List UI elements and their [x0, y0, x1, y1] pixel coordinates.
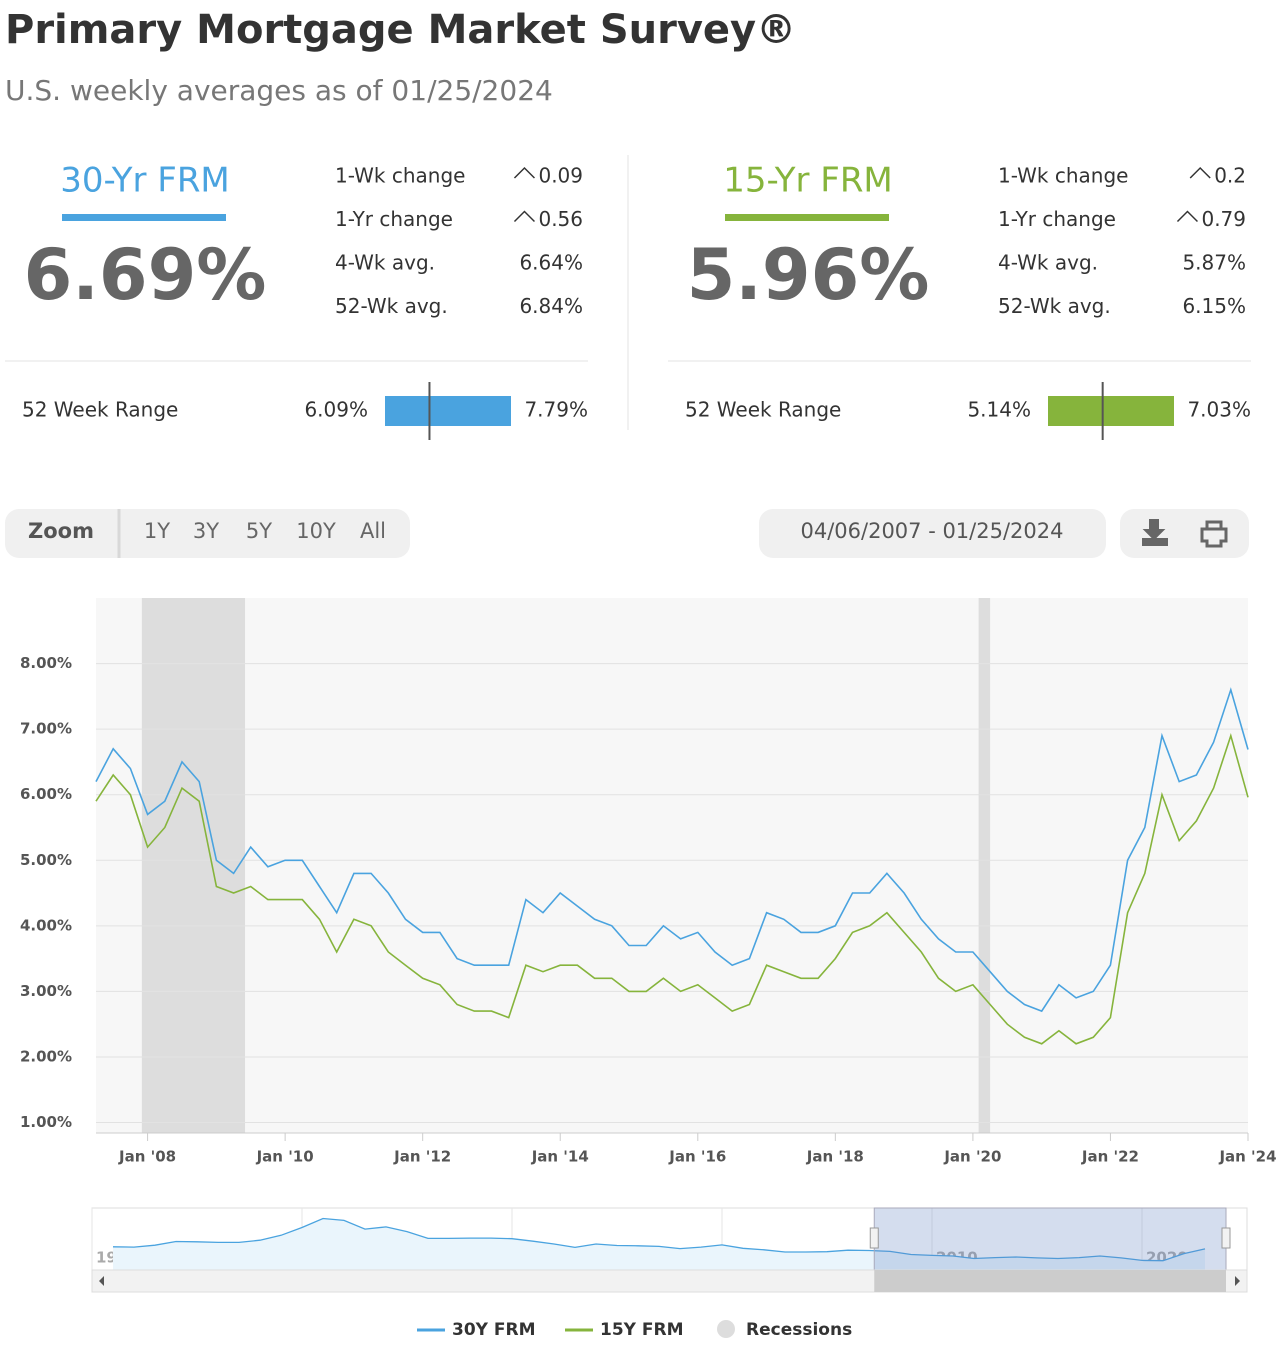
x-tick-label: Jan '14 — [531, 1148, 589, 1166]
legend-label[interactable]: 15Y FRM — [600, 1320, 684, 1340]
x-tick-label: Jan '20 — [943, 1148, 1001, 1166]
recession-band — [978, 598, 991, 1133]
x-tick-label: Jan '16 — [668, 1148, 726, 1166]
x-tick-label: Jan '08 — [118, 1148, 176, 1166]
navigator-line — [112, 1217, 1206, 1262]
range-label: 52 Week Range — [22, 398, 178, 422]
zoom-bar — [5, 509, 410, 558]
recession-band — [141, 598, 246, 1133]
x-tick-label: Jan '18 — [806, 1148, 864, 1166]
scroll-left[interactable] — [99, 1276, 104, 1286]
stat-value: 0.79 — [1201, 207, 1246, 231]
range-high: 7.79% — [524, 398, 588, 422]
rate-underline — [725, 214, 889, 221]
rate-name: 30-Yr FRM — [60, 161, 230, 201]
date-range[interactable]: 04/06/2007 - 01/25/2024 — [800, 519, 1063, 543]
rate-value: 5.96% — [687, 234, 930, 316]
icon-box — [1120, 509, 1249, 558]
up-arrow — [1176, 210, 1198, 223]
stat-value: 6.15% — [1182, 294, 1246, 318]
range-low: 6.09% — [304, 398, 368, 422]
stat-value: 0.09 — [538, 164, 583, 188]
range-label: 52 Week Range — [685, 398, 841, 422]
x-tick-label: Jan '12 — [393, 1148, 451, 1166]
stat-value: 0.2 — [1214, 164, 1246, 188]
stat-label: 4-Wk avg. — [335, 251, 435, 275]
up-arrow — [513, 166, 535, 179]
zoom-label: Zoom — [28, 519, 94, 543]
scrollbar-thumb[interactable] — [874, 1270, 1226, 1292]
y-tick-label: 5.00% — [20, 851, 72, 869]
stat-label: 1-Wk change — [335, 164, 465, 188]
y-tick-label: 4.00% — [20, 916, 72, 934]
navigator-handle[interactable] — [1221, 1227, 1231, 1249]
stat-label: 1-Yr change — [335, 207, 453, 231]
stat-value: 6.64% — [519, 251, 583, 275]
scroll-right[interactable] — [1235, 1276, 1240, 1286]
rate-value: 6.69% — [24, 234, 267, 316]
range-low: 5.14% — [967, 398, 1031, 422]
legend-label[interactable]: Recessions — [746, 1320, 852, 1340]
legend-label[interactable]: 30Y FRM — [452, 1320, 536, 1340]
y-tick-label: 1.00% — [20, 1113, 72, 1131]
y-tick-label: 7.00% — [20, 720, 72, 738]
up-arrow — [513, 210, 535, 223]
stat-label: 52-Wk avg. — [998, 294, 1111, 318]
navigator-selection — [873, 1207, 1227, 1271]
series-line — [95, 732, 1249, 1045]
stat-label: 4-Wk avg. — [998, 251, 1098, 275]
plot-background — [96, 598, 1248, 1133]
title: Primary Mortgage Market Survey® — [5, 7, 796, 53]
subtitle: U.S. weekly averages as of 01/25/2024 — [5, 74, 553, 107]
zoom-button[interactable]: 1Y — [144, 519, 170, 543]
zoom-button[interactable]: 3Y — [193, 519, 219, 543]
rate-name: 15-Yr FRM — [723, 161, 893, 201]
navigator-handle[interactable] — [869, 1227, 879, 1249]
stat-value: 5.87% — [1182, 251, 1246, 275]
rate-underline — [62, 214, 226, 221]
stat-value: 0.56 — [538, 207, 583, 231]
stat-label: 1-Yr change — [998, 207, 1116, 231]
date-range-box — [759, 509, 1106, 558]
y-tick-label: 2.00% — [20, 1047, 72, 1065]
stat-value: 6.84% — [519, 294, 583, 318]
series-line — [95, 687, 1249, 1013]
y-tick-label: 8.00% — [20, 654, 72, 672]
print-icon[interactable] — [1200, 520, 1228, 548]
x-tick-label: Jan '10 — [256, 1148, 314, 1166]
up-arrow — [1189, 166, 1211, 179]
range-bar — [1048, 396, 1174, 426]
download-icon[interactable] — [1142, 519, 1168, 546]
range-bar — [385, 396, 511, 426]
x-tick-label: Jan '24 — [1218, 1148, 1276, 1166]
x-tick-label: Jan '22 — [1081, 1148, 1139, 1166]
y-tick-label: 6.00% — [20, 785, 72, 803]
legend-swatch — [717, 1320, 735, 1338]
zoom-button[interactable]: 5Y — [246, 519, 272, 543]
zoom-button[interactable]: All — [360, 519, 386, 543]
y-tick-label: 3.00% — [20, 982, 72, 1000]
zoom-button[interactable]: 10Y — [296, 519, 336, 543]
range-high: 7.03% — [1187, 398, 1251, 422]
stat-label: 52-Wk avg. — [335, 294, 448, 318]
stat-label: 1-Wk change — [998, 164, 1128, 188]
navigator-area — [113, 1218, 1205, 1270]
